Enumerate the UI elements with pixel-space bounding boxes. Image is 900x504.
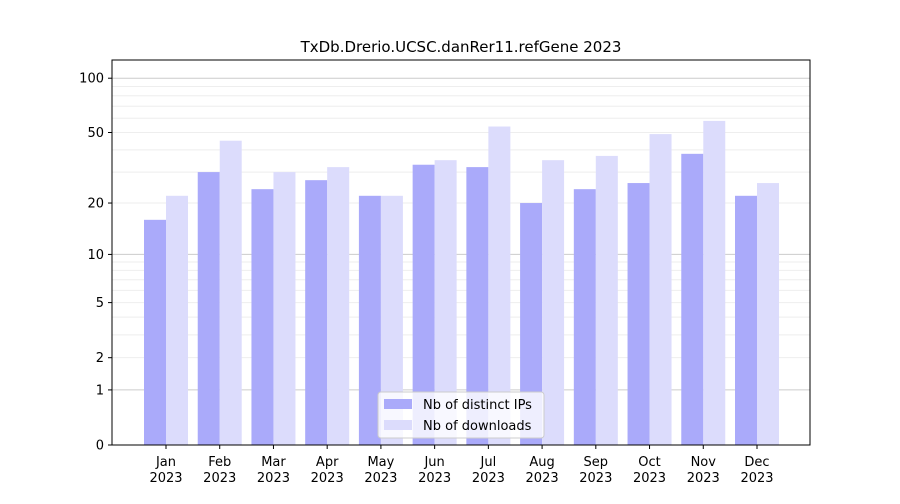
legend-label: Nb of distinct IPs — [423, 398, 532, 413]
x-tick-label: Dec 2023 — [740, 455, 773, 486]
x-tick-label: Oct 2023 — [633, 455, 666, 486]
x-tick-label: Mar 2023 — [257, 455, 290, 486]
x-tick-label: Aug 2023 — [526, 455, 559, 486]
bar-distinct-ips — [520, 203, 543, 445]
y-tick-label: 100 — [79, 72, 104, 87]
y-tick-label: 2 — [96, 351, 104, 366]
bar-downloads — [757, 183, 779, 445]
x-tick-label: Jul 2023 — [472, 455, 505, 486]
x-tick-label: Nov 2023 — [687, 455, 720, 486]
legend-swatch — [384, 420, 412, 430]
bar-downloads — [542, 160, 565, 446]
x-tick-label: Apr 2023 — [311, 455, 344, 486]
bar-downloads — [380, 195, 403, 445]
bar-distinct-ips — [412, 164, 435, 445]
y-tick-label: 10 — [87, 248, 104, 263]
legend-swatch — [384, 399, 412, 409]
bar-downloads — [434, 160, 457, 446]
bar-distinct-ips — [144, 219, 166, 445]
bar-distinct-ips — [735, 195, 757, 445]
bar-downloads — [166, 195, 188, 445]
y-tick-label: 0 — [96, 439, 104, 454]
bar-distinct-ips — [251, 189, 274, 445]
bar-distinct-ips — [573, 189, 596, 445]
bar-downloads — [703, 120, 726, 445]
bar-distinct-ips — [358, 195, 381, 445]
x-tick-label: Sep 2023 — [579, 455, 612, 486]
y-tick-label: 5 — [96, 296, 104, 311]
bar-downloads — [649, 134, 672, 445]
x-tick-label: Jan 2023 — [149, 455, 182, 486]
x-tick-label: Feb 2023 — [203, 455, 236, 486]
x-tick-label: Jun 2023 — [418, 455, 451, 486]
bar-downloads — [273, 172, 296, 445]
legend: Nb of distinct IPs Nb of downloads — [377, 391, 545, 439]
legend-box — [377, 391, 545, 439]
y-tick-label: 1 — [96, 383, 104, 398]
bar-distinct-ips — [466, 167, 489, 445]
chart-title: TxDb.Drerio.UCSC.danRer11.refGene 2023 — [300, 38, 622, 56]
bar-downloads — [327, 167, 350, 445]
bar-downloads — [595, 155, 618, 445]
bar-distinct-ips — [305, 180, 328, 445]
bar-distinct-ips — [197, 172, 220, 445]
y-tick-label: 50 — [87, 126, 104, 141]
bar-distinct-ips — [681, 153, 704, 445]
plot-frame — [111, 59, 811, 446]
legend-label: Nb of downloads — [423, 419, 532, 434]
y-tick-label: 20 — [87, 197, 104, 212]
bar-distinct-ips — [627, 183, 650, 445]
bar-downloads — [488, 126, 511, 446]
bar-downloads — [219, 140, 242, 445]
x-tick-label: May 2023 — [364, 455, 397, 486]
